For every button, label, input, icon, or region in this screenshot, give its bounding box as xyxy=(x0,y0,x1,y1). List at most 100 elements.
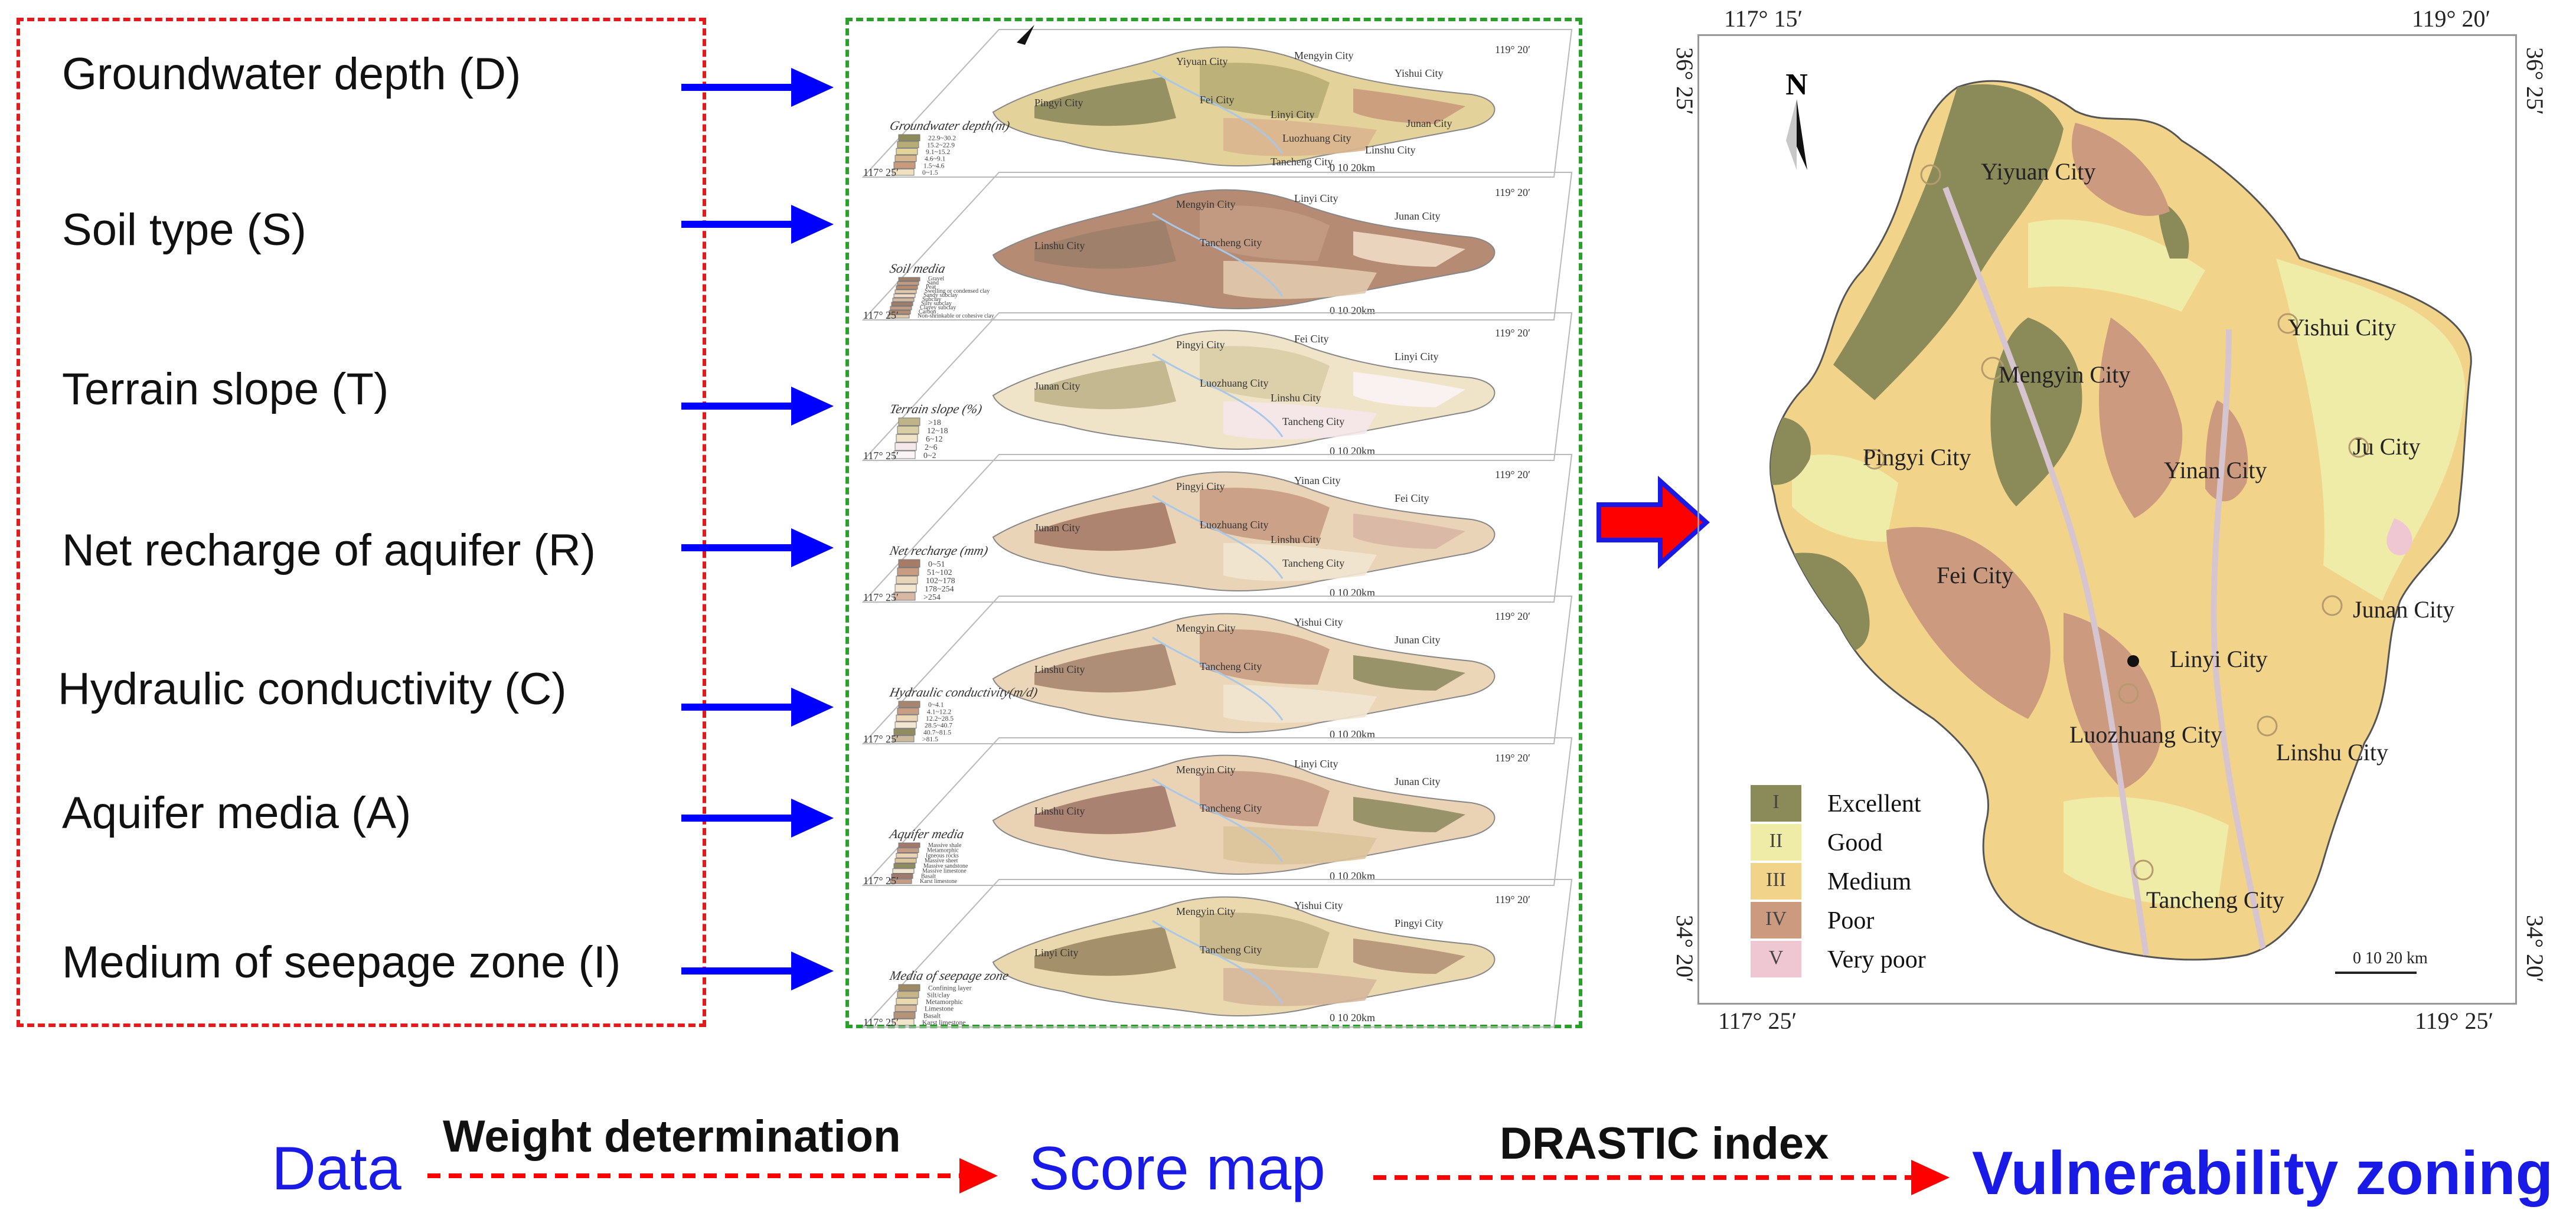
legend-numeral: I xyxy=(1772,791,1780,813)
score-map-place: Junan City xyxy=(1034,522,1080,534)
score-map-legend-swatch xyxy=(893,592,916,601)
score-map-legend-swatch xyxy=(894,155,917,162)
score-map-legend-label: Sand xyxy=(927,280,939,286)
score-map-legend-label: 6~12 xyxy=(926,435,943,444)
score-map-legend-swatch xyxy=(890,878,912,884)
score-map-zone xyxy=(1034,220,1176,269)
vulnerability-map: Yiyuan City Yishui City Mengyin City Pingyi… xyxy=(1769,68,2472,974)
score-map-stack: Groundwater depth(m) 22.9~30.215.2~22.99.… xyxy=(861,25,1573,1028)
score-map-place: Mengyin City xyxy=(1176,198,1236,210)
score-map-place: Tancheng City xyxy=(1200,237,1262,248)
score-map-legend-swatch xyxy=(898,417,920,426)
flow-step-vulnerability: Vulnerability zoning xyxy=(1972,1139,2554,1208)
score-map-zone xyxy=(1353,514,1465,549)
data-box xyxy=(17,18,706,1027)
score-map-scalebar: 0 10 20km xyxy=(1330,728,1375,740)
zone-poor-central xyxy=(2099,318,2183,518)
legend-numeral: IV xyxy=(1765,908,1787,930)
legend-label: Medium xyxy=(1827,868,1912,895)
score-map-place: Tancheng City xyxy=(1200,802,1262,814)
score-map-coord-left: 117° 25′ xyxy=(863,309,899,321)
score-map-legend-swatch xyxy=(897,991,919,998)
score-map-zone xyxy=(1353,797,1465,832)
zone-excellent-east-strip xyxy=(2158,200,2189,259)
score-map-coord-right: 119° 20′ xyxy=(1495,894,1530,905)
legend-label: Very poor xyxy=(1827,946,1926,973)
score-map-coord-left: 117° 25′ xyxy=(863,875,899,887)
score-map-legend-swatch xyxy=(894,442,917,451)
score-map-legend-swatch xyxy=(894,858,917,864)
city-label: Yiyuan City xyxy=(1981,158,2095,185)
score-map-legend-label: Subclay xyxy=(922,296,941,303)
score-map-river xyxy=(1152,212,1284,297)
factor-arrow xyxy=(681,688,834,727)
flow-arrow-2-head xyxy=(1911,1160,1950,1195)
score-map-legend-swatch xyxy=(892,1018,915,1026)
score-map-legend-label: Igneous rocks xyxy=(926,852,959,859)
score-map-legend-label: 1.5~4.6 xyxy=(923,162,945,169)
score-map-place: Junan City xyxy=(1395,634,1441,646)
factor-arrow-head xyxy=(791,387,834,426)
score-map-legend-swatch xyxy=(892,735,915,743)
zone-good-south xyxy=(2064,797,2229,908)
legend-swatch: III xyxy=(1751,863,1801,900)
score-map-place: Tancheng City xyxy=(1200,944,1262,956)
score-map-legend-swatch xyxy=(891,302,913,306)
legend-swatch: IV xyxy=(1751,902,1801,938)
score-map-legend-label: >254 xyxy=(923,593,941,602)
score-map-zone xyxy=(1353,655,1465,691)
score-map-zone xyxy=(1200,629,1330,685)
score-map-sheet xyxy=(861,454,1573,603)
score-map-zone xyxy=(1353,89,1465,124)
score-map-place: Pingyi City xyxy=(1034,97,1083,109)
score-map-zone xyxy=(1223,968,1377,1006)
score-map-river xyxy=(1152,636,1284,721)
zone-good-west xyxy=(1792,454,1898,542)
score-map-place: Mengyin City xyxy=(1294,50,1354,61)
score-map-coord-left: 117° 25′ xyxy=(863,591,899,603)
result-map-frame xyxy=(1697,34,2517,1005)
score-map-legend-label: 22.9~30.2 xyxy=(928,135,956,142)
score-map-zone xyxy=(1223,826,1377,865)
score-map-river xyxy=(1152,70,1284,154)
score-map-legend-swatch xyxy=(893,863,916,869)
flow-step-data: Data xyxy=(272,1134,401,1203)
score-map-legend-swatch xyxy=(897,567,919,576)
score-map-zone xyxy=(1353,938,1465,974)
score-map-legend-swatch xyxy=(897,708,919,715)
score-map-zone xyxy=(1223,261,1377,299)
score-map-zone xyxy=(1034,643,1176,693)
score-map-sheet xyxy=(861,879,1573,1028)
legend-numeral: II xyxy=(1769,830,1783,852)
score-map-zone xyxy=(1353,231,1465,267)
score-map-place: Fei City xyxy=(1395,492,1429,504)
score-map-place: Luozhuang City xyxy=(1200,377,1268,389)
score-map-coord-left: 117° 25′ xyxy=(863,450,899,462)
score-map-place: Linyi City xyxy=(1294,758,1338,770)
score-map-legend-label: Non-shrinkable or cohesive clay xyxy=(918,313,994,319)
score-map-scalebar: 0 10 20km xyxy=(1330,870,1375,882)
legend-label: Excellent xyxy=(1827,790,1921,817)
flow-step-score-map: Score map xyxy=(1029,1134,1325,1203)
score-map-legend-label: Massive shale xyxy=(928,842,962,849)
score-map-sheet xyxy=(861,172,1573,321)
marker-linyi xyxy=(2127,655,2139,667)
coord-top-left: 117° 15′ xyxy=(1724,5,1803,32)
score-map-legend-swatch xyxy=(896,148,918,155)
score-map-legend-swatch xyxy=(894,289,917,294)
score-map-legend-swatch xyxy=(897,848,919,853)
marker-linshu xyxy=(2257,715,2278,737)
coord-right-top: 36° 25′ xyxy=(2522,47,2548,115)
zone-excellent-southwest xyxy=(1791,552,1870,653)
score-map-legend-swatch xyxy=(894,1005,917,1012)
score-map-legend-label: Limestone xyxy=(925,1005,954,1013)
score-map-zone xyxy=(1353,372,1465,407)
score-map-sheet xyxy=(861,737,1573,886)
city-label: Yishui City xyxy=(2288,314,2396,341)
score-map-legend-swatch xyxy=(898,984,920,992)
score-map-legend-label: 4.1~12.2 xyxy=(927,708,951,715)
score-map-legend-title: Terrain slope (%) xyxy=(889,401,984,416)
score-map-layer: Media of seepage zone Confining layerSilt… xyxy=(861,879,1573,1028)
factor-arrow-head xyxy=(791,799,834,838)
